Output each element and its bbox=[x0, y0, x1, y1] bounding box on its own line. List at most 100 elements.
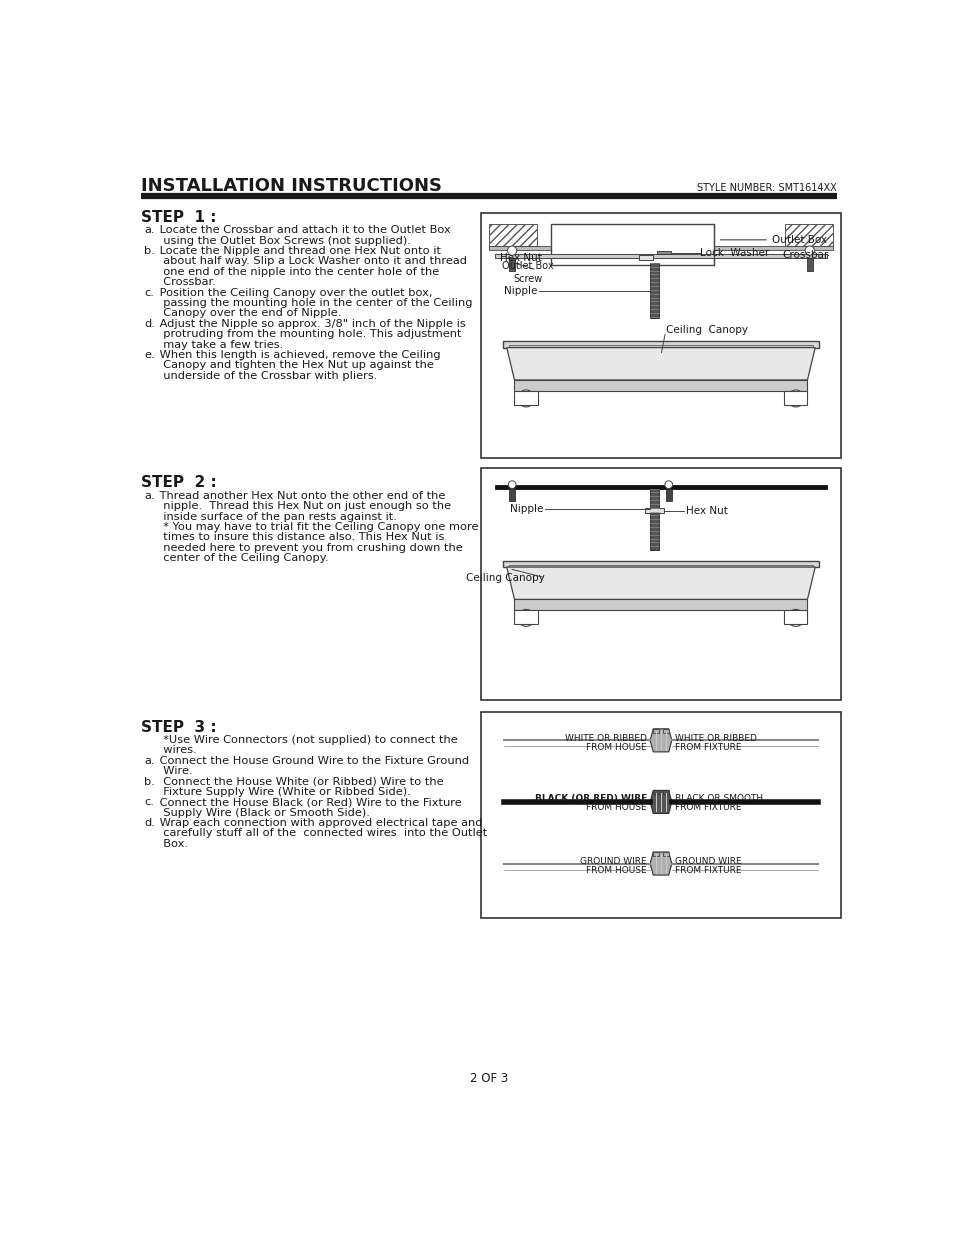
Bar bbox=[509, 489, 515, 501]
Text: Wire.: Wire. bbox=[156, 766, 193, 776]
Bar bbox=[653, 790, 659, 794]
Bar bbox=[665, 489, 671, 501]
Text: wires.: wires. bbox=[156, 746, 197, 756]
Text: Lock  Washer: Lock Washer bbox=[699, 248, 768, 258]
Bar bbox=[783, 610, 806, 624]
Polygon shape bbox=[649, 852, 671, 876]
Text: nipple.  Thread this Hex Nut on just enough so the: nipple. Thread this Hex Nut on just enou… bbox=[156, 501, 451, 511]
Bar bbox=[502, 561, 819, 567]
Bar bbox=[514, 390, 537, 405]
Circle shape bbox=[508, 480, 516, 489]
Text: Canopy and tighten the Hex Nut up against the: Canopy and tighten the Hex Nut up agains… bbox=[156, 361, 434, 370]
Bar bbox=[661, 790, 668, 794]
Text: Locate the Nipple and thread one Hex Nut onto it: Locate the Nipple and thread one Hex Nut… bbox=[156, 246, 441, 256]
Text: one end of the nipple into the center hole of the: one end of the nipple into the center ho… bbox=[156, 267, 439, 277]
Text: a.: a. bbox=[144, 756, 154, 766]
Bar bbox=[514, 599, 806, 610]
Circle shape bbox=[786, 609, 803, 626]
Text: Supply Wire (Black or Smooth Side).: Supply Wire (Black or Smooth Side). bbox=[156, 808, 370, 818]
Text: When this length is achieved, remove the Ceiling: When this length is achieved, remove the… bbox=[156, 350, 440, 359]
Bar bbox=[514, 610, 537, 624]
Bar bbox=[653, 852, 659, 856]
Bar bbox=[806, 258, 812, 272]
Text: needed here to prevent you from crushing down the: needed here to prevent you from crushing… bbox=[156, 543, 463, 553]
Bar bbox=[509, 346, 812, 347]
Bar bbox=[649, 263, 659, 319]
Text: FROM FIXTURE: FROM FIXTURE bbox=[674, 866, 740, 876]
Text: underside of the Crossbar with pliers.: underside of the Crossbar with pliers. bbox=[156, 370, 377, 380]
Circle shape bbox=[786, 390, 803, 406]
Bar bbox=[783, 390, 806, 405]
Text: a.: a. bbox=[144, 490, 154, 501]
Text: c.: c. bbox=[144, 288, 153, 298]
Text: Nipple: Nipple bbox=[503, 285, 537, 295]
Text: 2 OF 3: 2 OF 3 bbox=[469, 1072, 508, 1084]
Bar bbox=[495, 484, 826, 489]
Text: BLACK OR SMOOTH: BLACK OR SMOOTH bbox=[674, 794, 762, 803]
Polygon shape bbox=[506, 567, 815, 599]
Text: Hex Nut: Hex Nut bbox=[499, 252, 541, 263]
Bar bbox=[480, 711, 840, 918]
Text: WHITE OR RIBBED: WHITE OR RIBBED bbox=[674, 734, 756, 742]
Text: Connect the House Ground Wire to the Fixture Ground: Connect the House Ground Wire to the Fix… bbox=[156, 756, 469, 766]
Text: using the Outlet Box Screws (not supplied).: using the Outlet Box Screws (not supplie… bbox=[156, 236, 411, 246]
Text: Ceiling  Canopy: Ceiling Canopy bbox=[666, 325, 747, 335]
Circle shape bbox=[517, 390, 534, 406]
Bar bbox=[661, 729, 668, 732]
Text: Nipple: Nipple bbox=[509, 504, 542, 514]
Text: protruding from the mounting hole. This adjustment: protruding from the mounting hole. This … bbox=[156, 330, 461, 340]
Circle shape bbox=[507, 246, 517, 256]
Text: Connect the House Black (or Red) Wire to the Fixture: Connect the House Black (or Red) Wire to… bbox=[156, 798, 461, 808]
Text: Outlet Box: Outlet Box bbox=[720, 235, 826, 245]
Text: FROM FIXTURE: FROM FIXTURE bbox=[674, 803, 740, 811]
Text: e.: e. bbox=[144, 350, 154, 359]
Bar bbox=[645, 508, 663, 514]
Text: FROM HOUSE: FROM HOUSE bbox=[586, 803, 646, 811]
Text: STEP  2 :: STEP 2 : bbox=[141, 475, 216, 490]
Bar bbox=[639, 256, 653, 259]
Text: c.: c. bbox=[144, 798, 153, 808]
Text: a.: a. bbox=[144, 225, 154, 235]
Text: Locate the Crossbar and attach it to the Outlet Box: Locate the Crossbar and attach it to the… bbox=[156, 225, 451, 235]
Text: b.: b. bbox=[144, 777, 154, 787]
Text: FROM FIXTURE: FROM FIXTURE bbox=[674, 743, 740, 752]
Circle shape bbox=[517, 609, 534, 626]
Text: * You may have to trial fit the Ceiling Canopy one more: * You may have to trial fit the Ceiling … bbox=[156, 522, 478, 532]
Text: WHITE OR RIBBED: WHITE OR RIBBED bbox=[564, 734, 646, 742]
Text: d.: d. bbox=[144, 319, 154, 329]
Text: STEP  1 :: STEP 1 : bbox=[141, 210, 216, 225]
Text: Adjust the Nipple so approx. 3/8" inch of the Nipple is: Adjust the Nipple so approx. 3/8" inch o… bbox=[156, 319, 466, 329]
Circle shape bbox=[664, 480, 672, 489]
Text: GROUND WIRE: GROUND WIRE bbox=[579, 857, 646, 866]
Text: Ceiling Canopy: Ceiling Canopy bbox=[465, 573, 544, 583]
Bar bbox=[653, 729, 659, 732]
Text: carefully stuff all of the  connected wires  into the Outlet: carefully stuff all of the connected wir… bbox=[156, 829, 487, 839]
Bar bbox=[488, 246, 832, 249]
Text: Box.: Box. bbox=[156, 839, 189, 848]
Text: d.: d. bbox=[144, 818, 154, 829]
Bar bbox=[784, 225, 832, 246]
Bar bbox=[509, 258, 515, 272]
Text: times to insure this distance also. This Hex Nut is: times to insure this distance also. This… bbox=[156, 532, 444, 542]
Bar bbox=[550, 225, 713, 266]
Text: FROM HOUSE: FROM HOUSE bbox=[586, 743, 646, 752]
Text: Crossbar: Crossbar bbox=[781, 251, 827, 261]
Bar bbox=[649, 489, 659, 550]
Bar bbox=[514, 380, 806, 390]
Text: passing the mounting hole in the center of the Ceiling: passing the mounting hole in the center … bbox=[156, 298, 473, 308]
Bar bbox=[657, 252, 670, 254]
Text: GROUND WIRE: GROUND WIRE bbox=[674, 857, 740, 866]
Text: may take a few tries.: may take a few tries. bbox=[156, 340, 283, 350]
Text: STYLE NUMBER: SMT1614XX: STYLE NUMBER: SMT1614XX bbox=[697, 183, 836, 193]
Text: center of the Ceiling Canopy.: center of the Ceiling Canopy. bbox=[156, 553, 329, 563]
Text: inside surface of the pan rests against it.: inside surface of the pan rests against … bbox=[156, 511, 396, 521]
Text: Wrap each connection with approved electrical tape and: Wrap each connection with approved elect… bbox=[156, 818, 482, 829]
Polygon shape bbox=[649, 790, 671, 814]
Text: Fixture Supply Wire (White or Ribbed Side).: Fixture Supply Wire (White or Ribbed Sid… bbox=[156, 787, 411, 797]
Text: Outlet Box
Screw: Outlet Box Screw bbox=[501, 262, 553, 284]
Bar bbox=[509, 564, 812, 567]
Text: STEP  3 :: STEP 3 : bbox=[141, 720, 216, 735]
Bar bbox=[661, 852, 668, 856]
Polygon shape bbox=[506, 347, 815, 380]
Polygon shape bbox=[649, 729, 671, 752]
